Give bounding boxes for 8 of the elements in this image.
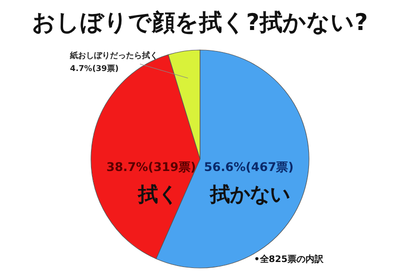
data-label: 4.7%(39票) bbox=[70, 64, 119, 73]
annotation: •全825票の内訳 bbox=[254, 255, 324, 265]
slice-label: 紙おしぼりだったら拭く bbox=[69, 51, 158, 60]
title: おしぼりで顔を拭く?拭かない? bbox=[32, 10, 368, 36]
slice-label: 拭く bbox=[137, 182, 178, 206]
slice-label: 拭かない bbox=[209, 182, 290, 206]
data-label: 56.6%(467票) bbox=[204, 160, 294, 174]
data-label: 38.7%(319票) bbox=[106, 160, 196, 174]
